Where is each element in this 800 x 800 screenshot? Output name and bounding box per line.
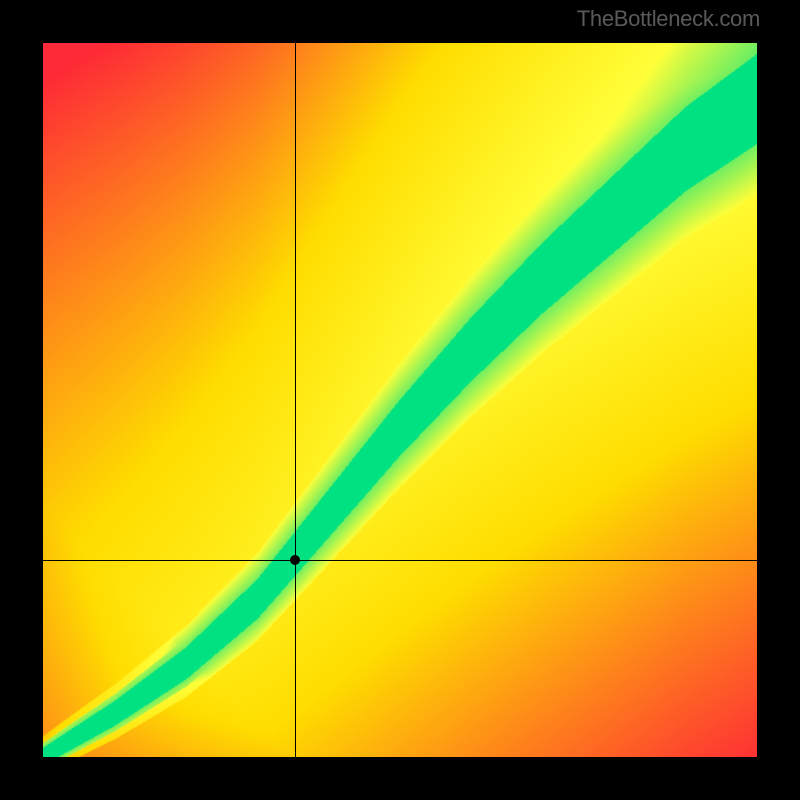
crosshair-vertical [295, 43, 296, 757]
plot-area [43, 43, 757, 757]
watermark-text: TheBottleneck.com [577, 6, 760, 32]
crosshair-horizontal [43, 560, 757, 561]
heatmap-canvas [43, 43, 757, 757]
marker-dot [290, 555, 300, 565]
chart-container: TheBottleneck.com [0, 0, 800, 800]
